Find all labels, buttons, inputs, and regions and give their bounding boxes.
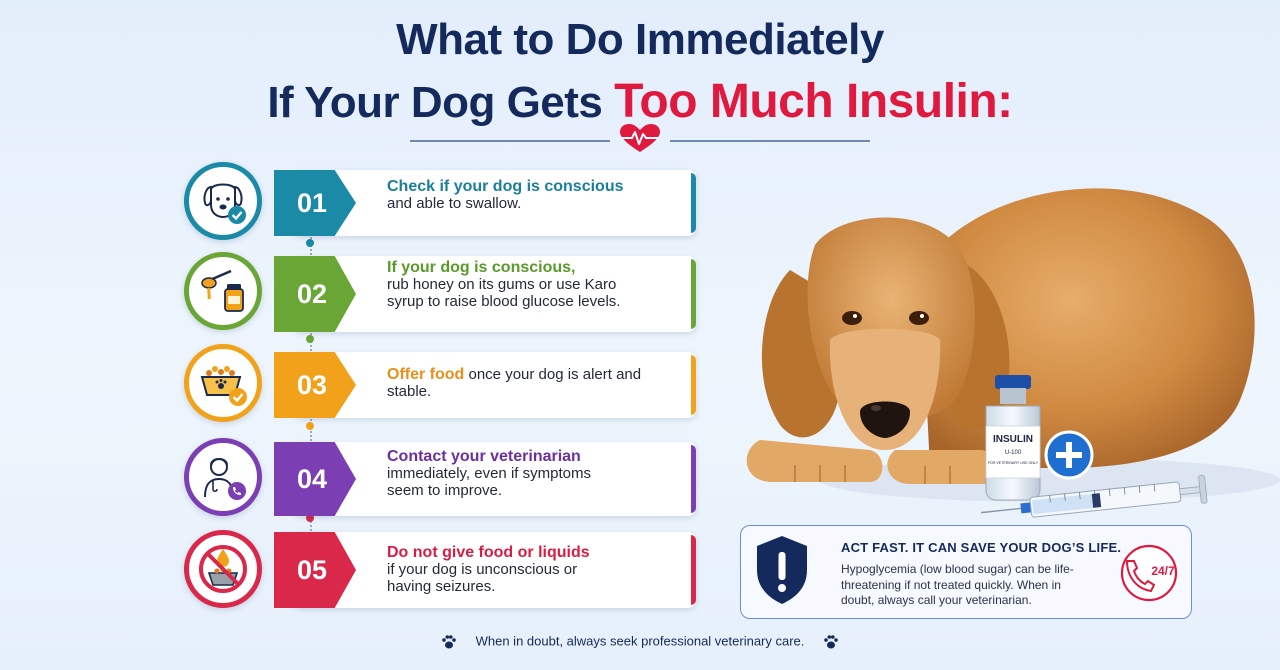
step-icon-circle (184, 162, 262, 240)
steps-list: 01 Check if your dog is conscious and ab… (184, 150, 714, 620)
alert-box: ACT FAST. IT CAN SAVE YOUR DOG’S LIFE. H… (740, 525, 1192, 619)
step-icon-circle (184, 438, 262, 516)
alert-badge: 24/7 (1151, 564, 1175, 578)
subtitle-highlight: Too Much Insulin: (614, 75, 1013, 128)
vial-note: FOR VETERINARY USE ONLY (988, 461, 1039, 465)
step-lead: Check if your dog is conscious (387, 178, 624, 195)
step-card (294, 170, 696, 236)
step-lead: Contact your veterinarian (387, 448, 581, 465)
veterinarian-phone-icon (204, 458, 246, 500)
step-lead: If your dog is conscious, (387, 259, 576, 276)
footer-text: When in doubt, always seek professional … (475, 633, 805, 649)
no-food-icon (199, 545, 247, 593)
step-3: 03 Offer food once your dog is alert and… (184, 344, 704, 424)
step-icon-circle (184, 530, 262, 608)
step-icon-circle (184, 344, 262, 422)
food-bowl-check-icon (200, 366, 247, 406)
step-text: Offer food once your dog is alert and st… (387, 366, 687, 400)
connector-dot (306, 422, 314, 430)
alert-body: Hypoglycemia (low blood sugar) can be li… (841, 562, 1074, 607)
subtitle-prefix: If Your Dog Gets (267, 78, 615, 127)
syringe-icon (981, 474, 1208, 518)
honey-jar-icon (201, 269, 244, 312)
connector-dot (306, 239, 314, 247)
step-card (294, 256, 696, 332)
step-card (294, 352, 696, 418)
step-detail: rub honey on its gums or use Karo syrup … (387, 276, 621, 310)
step-2: 02 If your dog is conscious, rub honey o… (184, 252, 704, 332)
step-card (294, 442, 696, 516)
footer: When in doubt, always seek professional … (0, 633, 1280, 651)
step-text: Contact your veterinarian immediately, e… (387, 448, 687, 499)
step-text: If your dog is conscious, rub honey on i… (387, 259, 687, 310)
step-text: Check if your dog is conscious and able … (387, 178, 687, 212)
paw-icon (442, 635, 456, 649)
step-lead: Offer food (387, 366, 465, 383)
paw-icon (824, 635, 838, 649)
step-lead: Do not give food or liquids (387, 544, 590, 561)
dog-insulin-illustration: INSULIN U-100 FOR VETERINARY USE ONLY (746, 188, 1280, 518)
step-card (294, 532, 696, 608)
vial-label: INSULIN (993, 434, 1033, 445)
phone-24-7-icon: 24/7 (1120, 544, 1178, 602)
page-title: What to Do Immediately (396, 15, 884, 64)
step-detail: and able to swallow. (387, 195, 522, 212)
page-subtitle: If Your Dog Gets Too Much Insulin: (0, 78, 1280, 126)
step-detail: if your dog is unconscious or having sei… (387, 561, 578, 595)
step-1: 01 Check if your dog is conscious and ab… (184, 162, 704, 242)
dog-check-icon (203, 183, 246, 224)
step-detail: once your dog is alert and stable. (387, 366, 642, 400)
shield-exclamation-icon (757, 536, 807, 604)
connector-dot (306, 514, 314, 522)
step-5: 05 Do not give food or liquids if your d… (184, 530, 704, 608)
step-4: 04 Contact your veterinarian immediately… (184, 438, 704, 516)
step-icon-circle (184, 252, 262, 330)
step-text: Do not give food or liquids if your dog … (387, 544, 687, 595)
heart-pulse-icon (410, 124, 870, 152)
alert-heading: ACT FAST. IT CAN SAVE YOUR DOG’S LIFE. (841, 540, 1122, 555)
connector-dot (306, 335, 314, 343)
vial-strength: U-100 (1005, 450, 1022, 456)
step-detail: immediately, even if symptoms seem to im… (387, 465, 591, 499)
